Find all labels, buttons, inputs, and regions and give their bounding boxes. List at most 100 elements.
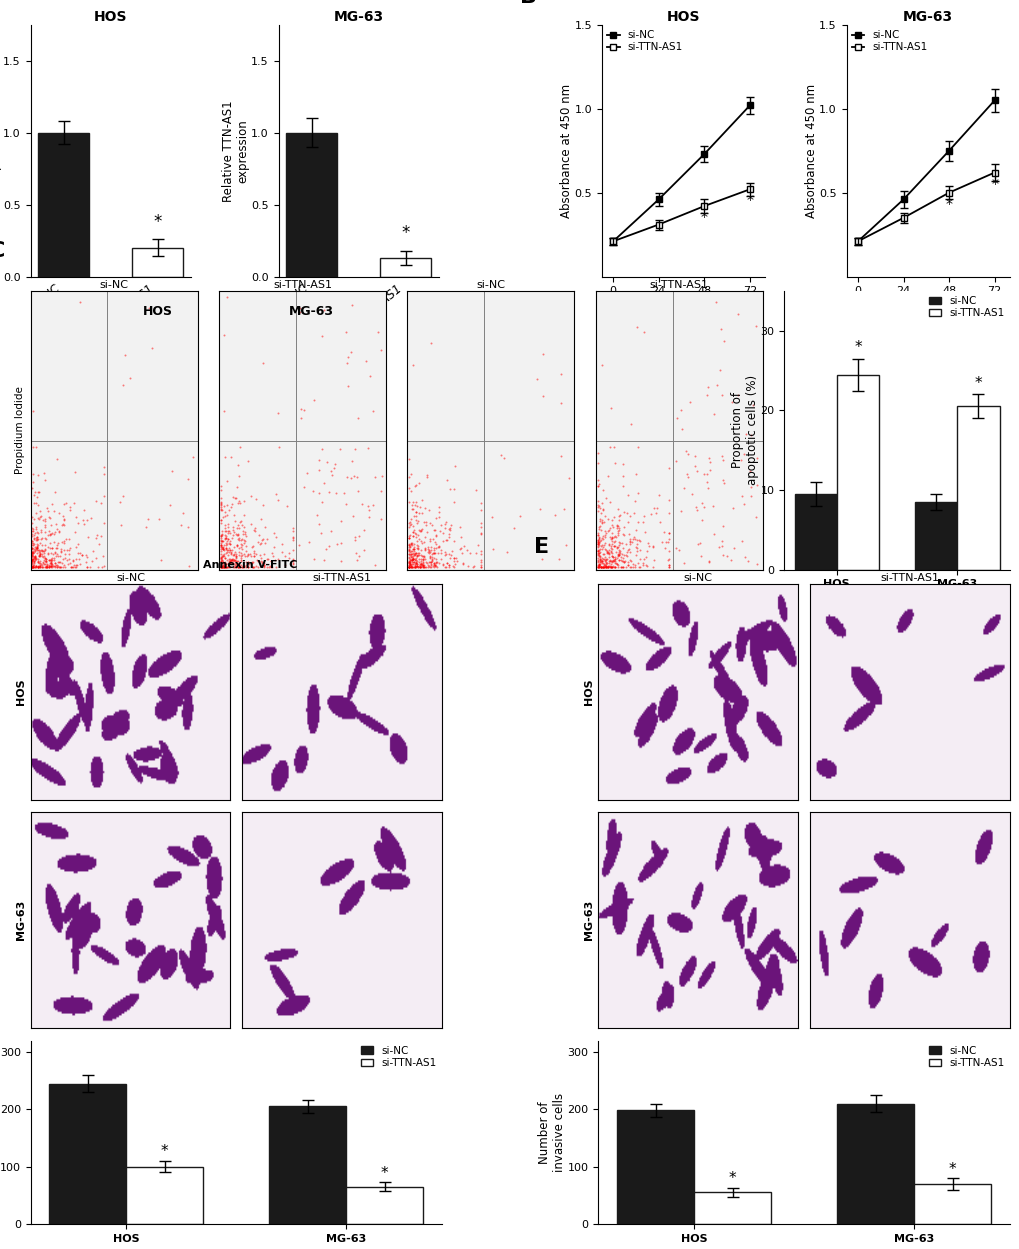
Point: [419, 555, 435, 575]
Point: [412, 557, 428, 577]
Point: [592, 536, 608, 556]
Point: [595, 557, 611, 577]
Point: [413, 531, 429, 551]
Point: [75, 500, 92, 520]
Point: [237, 536, 254, 556]
Point: [422, 531, 438, 551]
Point: [37, 511, 53, 531]
Point: [445, 548, 462, 568]
Point: [403, 543, 419, 563]
Point: [645, 551, 661, 571]
Point: [417, 548, 433, 568]
Point: [226, 551, 243, 571]
Point: [360, 438, 376, 458]
si-NC: [897, 192, 909, 207]
Point: [608, 516, 625, 536]
Point: [217, 521, 233, 541]
Point: [217, 557, 233, 577]
Point: [747, 507, 763, 527]
Point: [667, 451, 684, 471]
Point: [595, 557, 611, 577]
Point: [29, 556, 45, 576]
Point: [299, 463, 315, 483]
Point: [227, 546, 244, 566]
Point: [591, 511, 607, 531]
Point: [234, 521, 251, 541]
Point: [232, 535, 249, 555]
Point: [614, 517, 631, 537]
Point: [217, 521, 233, 541]
Point: [222, 545, 238, 565]
Point: [618, 542, 634, 562]
Point: [243, 547, 259, 567]
Point: [605, 453, 622, 473]
Point: [33, 506, 49, 526]
Point: [432, 550, 448, 570]
Point: [498, 542, 515, 562]
Point: [218, 526, 234, 546]
Point: [416, 557, 432, 577]
Point: [25, 552, 42, 572]
Point: [32, 532, 48, 552]
Point: [601, 557, 618, 577]
Point: [84, 551, 100, 571]
Point: [407, 495, 423, 515]
Point: [412, 556, 428, 576]
Point: [681, 392, 697, 412]
Point: [591, 535, 607, 555]
Point: [89, 525, 105, 545]
Point: [700, 551, 716, 571]
Point: [555, 498, 572, 518]
Point: [212, 495, 228, 515]
Point: [421, 557, 437, 577]
Point: [214, 555, 230, 575]
Point: [591, 550, 607, 570]
Point: [590, 536, 606, 556]
Point: [403, 556, 419, 576]
Point: [425, 537, 441, 557]
Point: [411, 521, 427, 541]
Point: [37, 557, 53, 577]
Point: [82, 557, 98, 577]
Point: [629, 541, 645, 561]
Point: [616, 533, 633, 553]
Point: [218, 540, 234, 560]
Point: [610, 536, 627, 556]
Point: [49, 518, 65, 538]
Point: [233, 557, 250, 577]
Point: [31, 546, 47, 566]
Point: [589, 543, 605, 563]
Point: [215, 540, 231, 560]
Point: [595, 557, 611, 577]
Point: [408, 546, 424, 566]
Title: MG-63: MG-63: [902, 10, 953, 24]
Point: [610, 550, 627, 570]
Point: [221, 552, 237, 572]
Point: [30, 527, 46, 547]
Point: [683, 485, 699, 505]
Point: [426, 556, 442, 576]
Point: [590, 543, 606, 563]
Point: [557, 536, 574, 556]
Point: [600, 547, 616, 567]
Point: [34, 557, 50, 577]
Point: [291, 299, 308, 318]
Point: [226, 556, 243, 576]
Point: [592, 557, 608, 577]
Point: [284, 540, 301, 560]
Point: [401, 545, 418, 565]
Point: [51, 521, 67, 541]
Point: [43, 548, 59, 568]
Point: [592, 531, 608, 551]
Title: si-TTN-AS1: si-TTN-AS1: [313, 573, 371, 583]
Point: [223, 497, 239, 517]
Point: [593, 557, 609, 577]
Point: [38, 551, 54, 571]
Point: [77, 552, 94, 572]
Point: [401, 553, 418, 573]
Point: [645, 536, 661, 556]
Point: [32, 556, 48, 576]
Point: [212, 551, 228, 571]
Point: [626, 502, 642, 522]
Point: [34, 528, 50, 548]
